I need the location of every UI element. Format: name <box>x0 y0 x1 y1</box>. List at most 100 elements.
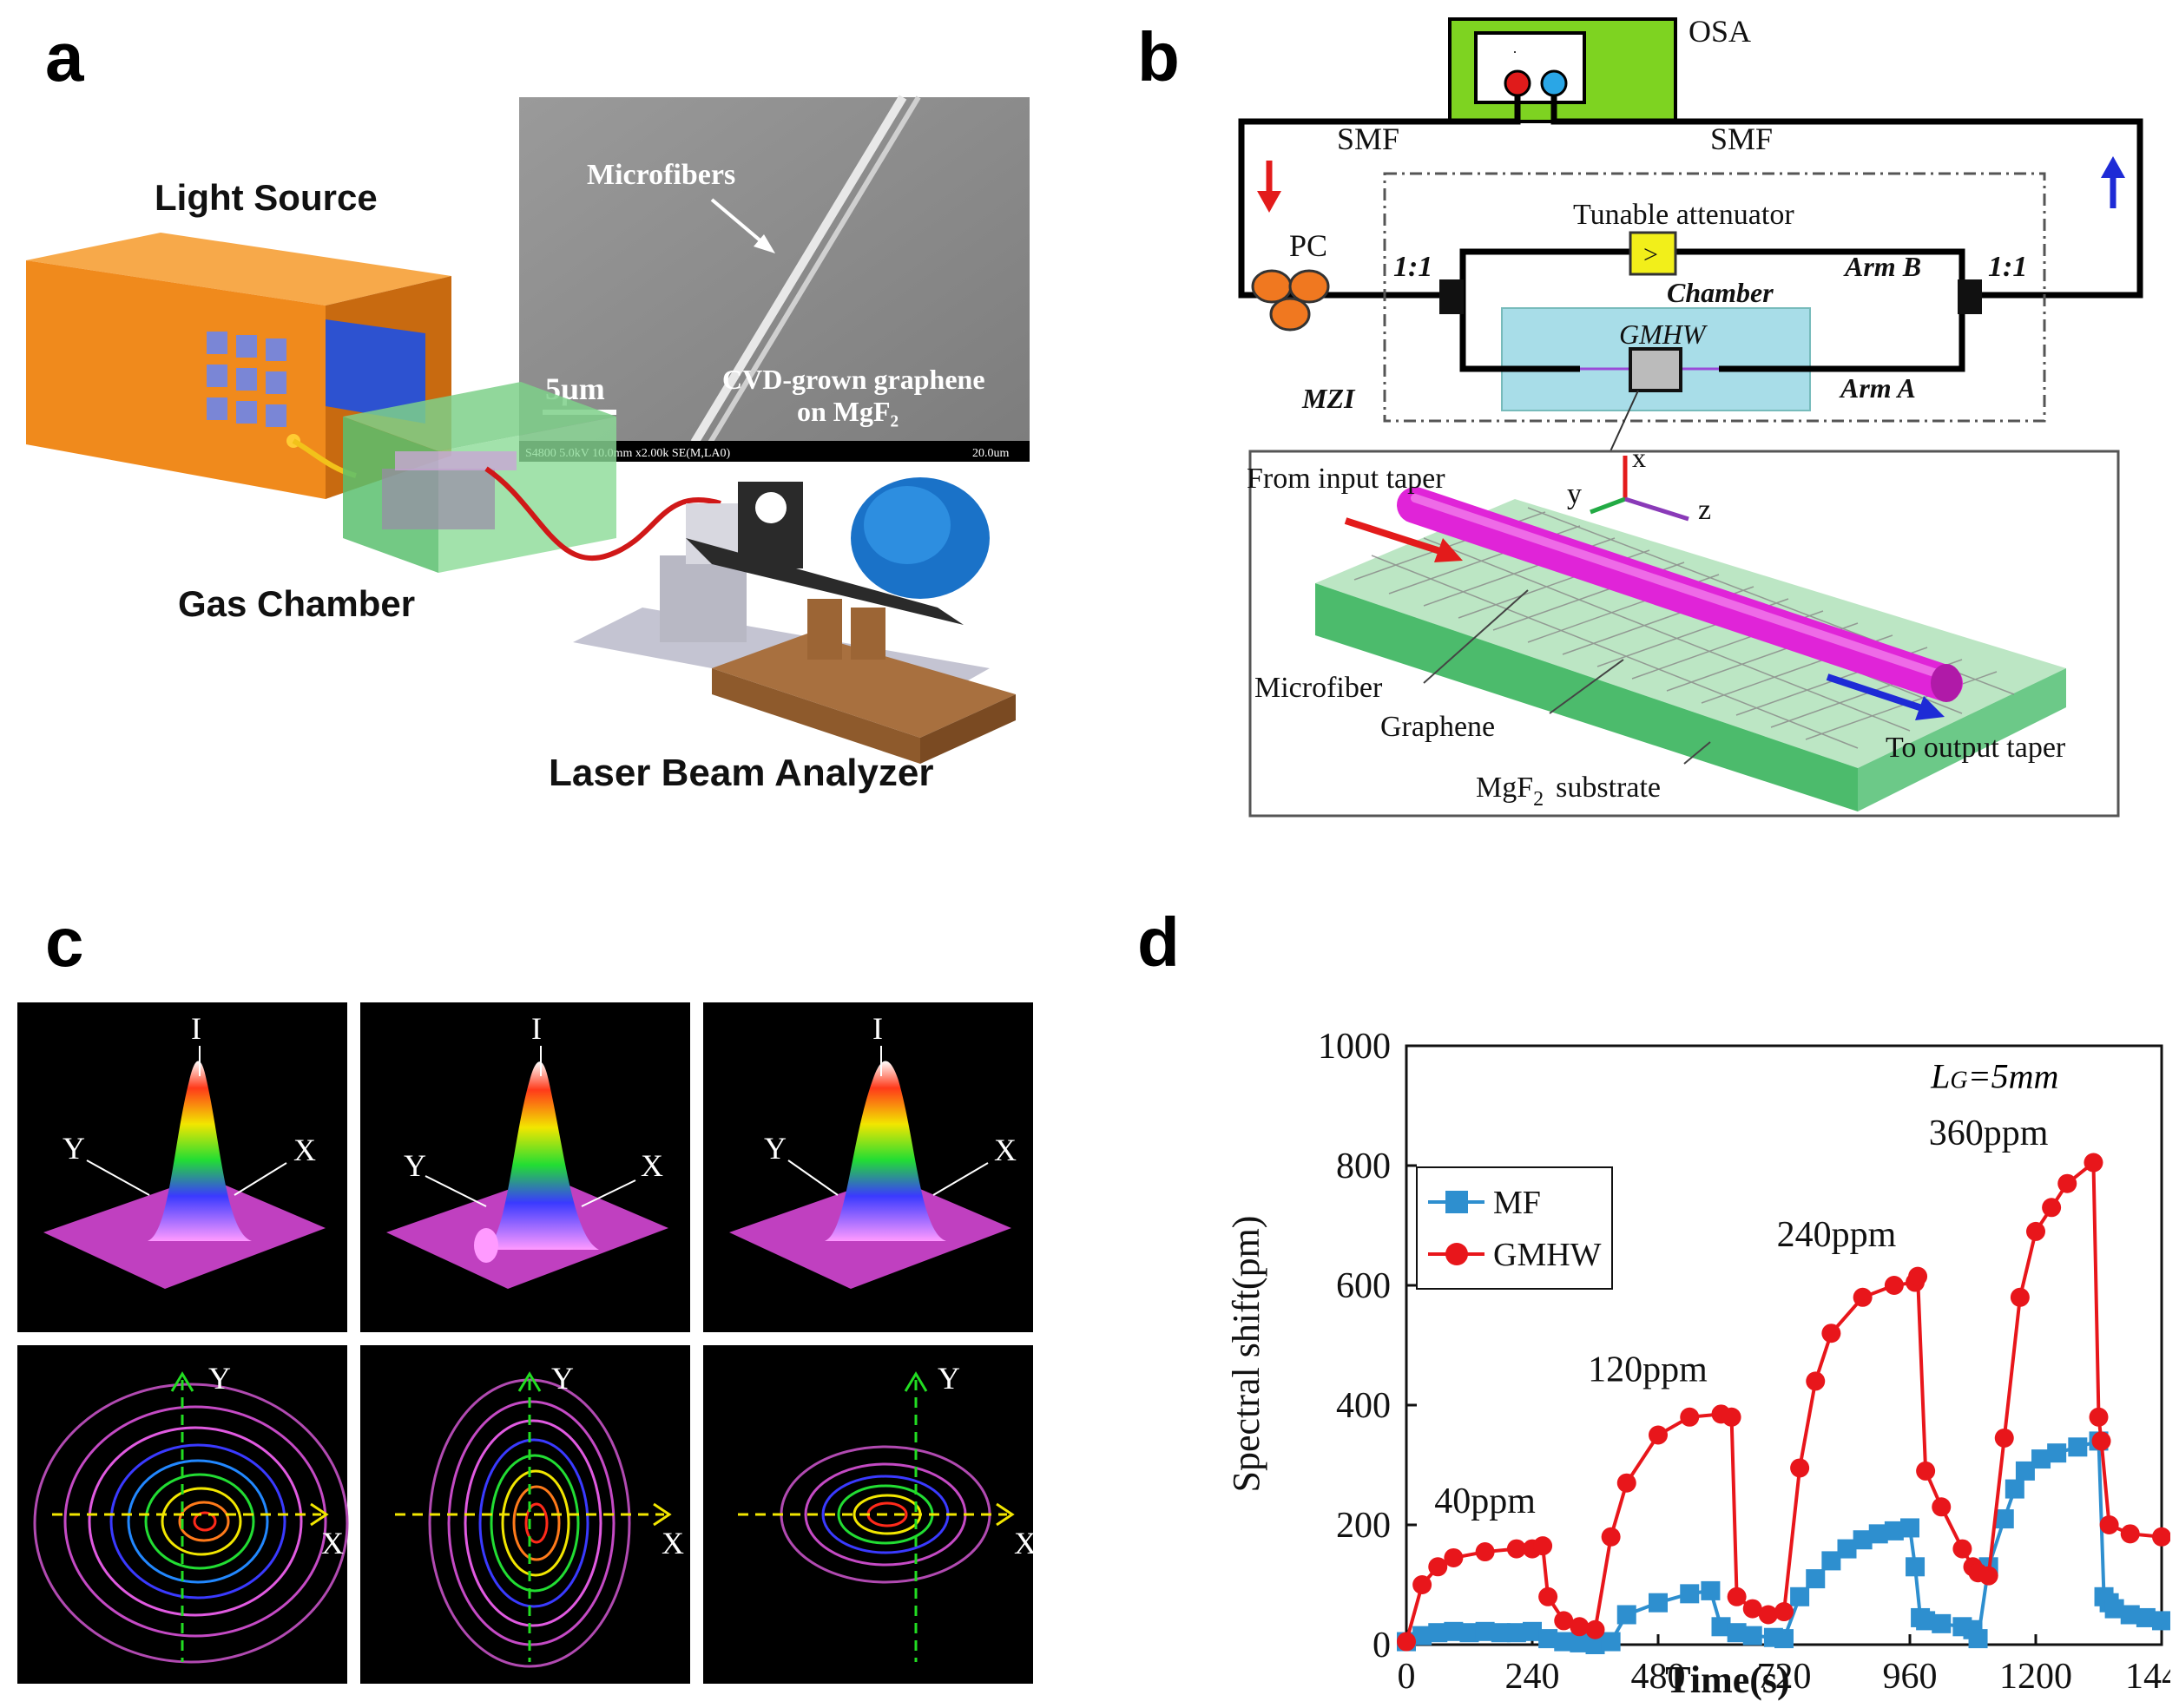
concentration-label: 240ppm <box>1777 1215 1897 1255</box>
c2-label-x: X <box>641 1148 663 1183</box>
beam-profile-3d-2 <box>360 1002 690 1332</box>
gas-chamber <box>343 382 616 573</box>
point-gmhw <box>1649 1425 1668 1445</box>
microfiber-strand <box>690 95 907 445</box>
panel-label-b: b <box>1137 18 1180 95</box>
beam-contour-3 <box>703 1345 1033 1684</box>
ratio-right-label: 1:1 <box>1988 251 2027 283</box>
legend-mf-marker <box>1445 1191 1468 1213</box>
point-mf <box>1742 1626 1762 1646</box>
c2-label-y: Y <box>404 1148 426 1183</box>
to-output-taper-label: To output taper <box>1886 732 2066 764</box>
point-mf <box>1585 1635 1605 1654</box>
point-mf <box>1900 1518 1919 1538</box>
mzi-box <box>1383 172 2046 423</box>
axis-z-label: z <box>1698 494 1711 526</box>
point-mf <box>1774 1629 1794 1649</box>
sem-graphene-label-2: on MgF₂ <box>797 396 899 427</box>
point-gmhw <box>1727 1586 1747 1606</box>
osa-label: OSA <box>1689 14 1751 49</box>
point-mf <box>2104 1599 2124 1619</box>
x-tick-label: 0 <box>1398 1657 1416 1697</box>
beam-profile-3d-1 <box>17 1002 347 1332</box>
gmhw-square <box>1629 347 1682 392</box>
point-mf <box>1459 1623 1479 1643</box>
point-gmhw <box>1806 1371 1826 1391</box>
point-mf <box>1868 1524 1888 1544</box>
c1-label-y: Y <box>63 1131 85 1166</box>
point-mf <box>1968 1629 1988 1649</box>
point-mf <box>1523 1621 1542 1641</box>
c1-label-x: X <box>293 1133 316 1167</box>
point-gmhw <box>1821 1324 1841 1343</box>
point-gmhw <box>1428 1557 1448 1577</box>
point-gmhw <box>2026 1221 2045 1241</box>
point-mf <box>1570 1632 1590 1652</box>
point-gmhw <box>1790 1458 1810 1478</box>
point-mf <box>1884 1521 1904 1540</box>
microfiber-label: Microfiber <box>1254 672 1383 704</box>
attenuator-symbol: > <box>1643 240 1658 269</box>
point-gmhw <box>1721 1407 1741 1427</box>
point-gmhw <box>2091 1431 2111 1451</box>
beam-profile-3d-3 <box>703 1002 1033 1332</box>
chart-ylabel: Spectral shift(pm) <box>1225 1216 1267 1493</box>
c6-label-y: Y <box>938 1361 960 1396</box>
point-mf <box>1790 1586 1810 1606</box>
chart-xlabel: Time(s) <box>1665 1659 1789 1701</box>
mzi-label: MZI <box>1301 383 1356 414</box>
input-arrow <box>1344 517 1463 562</box>
substrate-label: MgF2 substrate <box>1476 772 1661 811</box>
point-mf <box>2047 1443 2067 1463</box>
point-mf <box>1711 1617 1731 1637</box>
point-mf <box>1412 1626 1432 1646</box>
c4-label-y: Y <box>208 1361 231 1396</box>
axis-y-label: y <box>1567 478 1582 510</box>
point-mf <box>1649 1593 1668 1613</box>
sem-inset: Microfibers 5µm CVD-grown graphene on Mg… <box>519 95 1030 462</box>
point-mf <box>1428 1623 1448 1643</box>
legend-gmhw-label: GMHW <box>1493 1237 1602 1273</box>
point-gmhw <box>1884 1276 1904 1295</box>
x-tick-label: 1200 <box>1999 1657 2072 1697</box>
point-gmhw <box>1994 1428 2014 1448</box>
coupler-left <box>1439 279 1464 314</box>
point-gmhw <box>2099 1515 2119 1534</box>
chart-legend: MF GMHW <box>1416 1166 1613 1290</box>
point-mf <box>1680 1584 1700 1604</box>
point-gmhw <box>1680 1407 1700 1427</box>
panel-label-a: a <box>45 18 84 95</box>
light-source-label: Light Source <box>155 177 378 218</box>
blue-direction-arrow <box>2101 156 2125 208</box>
point-mf <box>2152 1611 2170 1631</box>
point-gmhw <box>1932 1497 1952 1517</box>
y-tick-label: 400 <box>1336 1386 1391 1426</box>
point-mf <box>1554 1632 1574 1652</box>
c5-label-y: Y <box>551 1361 574 1396</box>
concentration-label: 360ppm <box>1929 1113 2049 1153</box>
y-tick-label: 800 <box>1336 1146 1391 1186</box>
beam-contour-2 <box>360 1345 690 1684</box>
c6-label-x: X <box>1014 1526 1037 1560</box>
gas-chamber-label: Gas Chamber <box>178 583 415 624</box>
arm-b-label: Arm B <box>1843 251 1921 282</box>
point-mf <box>2068 1437 2088 1457</box>
point-gmhw <box>2120 1524 2140 1544</box>
point-mf <box>1932 1613 1952 1633</box>
point-mf <box>1821 1551 1841 1571</box>
chart-series: 40ppm 120ppm 240ppm 360ppm <box>1397 1113 2170 1654</box>
point-mf <box>2005 1479 2024 1499</box>
light-source-screen <box>326 319 425 424</box>
coupler-right <box>1958 279 1982 314</box>
polarization-controller <box>1251 269 1330 332</box>
sem-pointer-arrow <box>710 198 770 249</box>
gmhw-label: GMHW <box>1619 319 1708 350</box>
c5-label-x: X <box>662 1526 684 1560</box>
point-gmhw <box>1506 1539 1526 1559</box>
x-tick-label: 240 <box>1505 1657 1560 1697</box>
concentration-label: 120ppm <box>1588 1350 1708 1389</box>
point-gmhw <box>1444 1547 1464 1567</box>
y-tick-label: 0 <box>1373 1626 1391 1665</box>
